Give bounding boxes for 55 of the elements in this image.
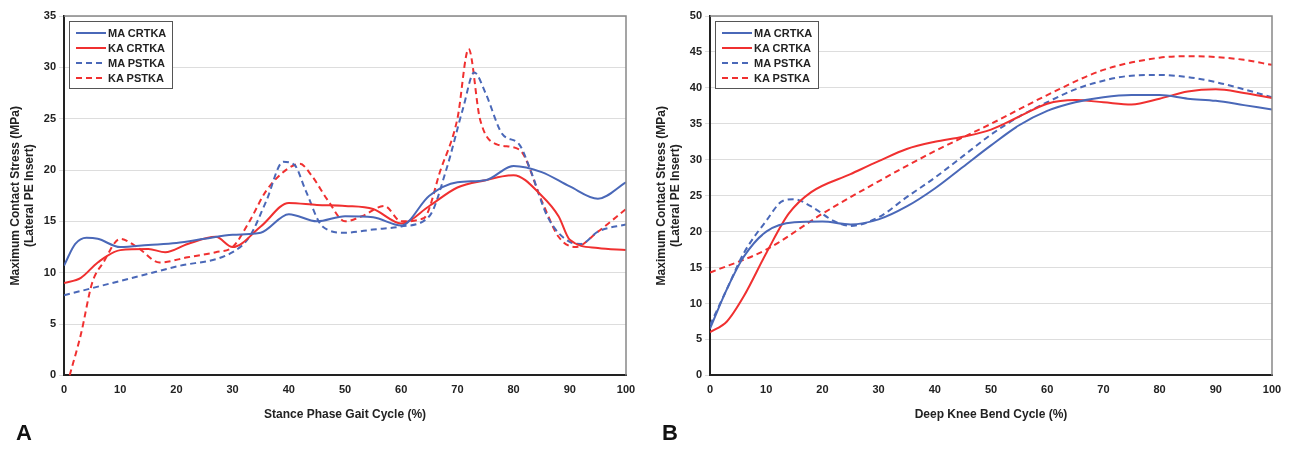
x-tick-label: 20: [170, 383, 183, 396]
y-tick-label: 10: [689, 296, 703, 309]
legend-label: MA PSTKA: [754, 56, 812, 69]
y-tick-label: 30: [689, 152, 703, 165]
x-tick-label: 30: [226, 383, 239, 396]
x-tick-label: 0: [706, 383, 714, 396]
x-axis-title: Stance Phase Gait Cycle (%): [263, 407, 427, 422]
legend-label: KA PSTKA: [754, 71, 810, 84]
legend-label: MA PSTKA: [108, 56, 166, 69]
x-tick-label: 70: [1097, 383, 1110, 396]
x-tick-label: 0: [60, 383, 68, 396]
y-tick-label: 10: [43, 265, 57, 278]
y-tick-label: 30: [43, 60, 57, 73]
y-axis-title: Maximum Contact Stress (MPa) (Lateral PE Insert): [7, 106, 36, 286]
legend-label: KA CRTKA: [754, 41, 812, 54]
x-tick-label: 40: [282, 383, 295, 396]
y-tick-label: 20: [689, 224, 703, 237]
x-tick-label: 30: [872, 383, 885, 396]
x-tick-label: 60: [395, 383, 408, 396]
y-tick-label: 5: [49, 317, 57, 330]
x-tick-label: 90: [563, 383, 576, 396]
y-tick-label: 15: [689, 260, 703, 273]
y-tick-label: 5: [695, 332, 703, 345]
x-tick-label: 100: [1262, 383, 1282, 396]
y-tick-label: 45: [689, 44, 703, 57]
y-tick-label: 35: [43, 9, 57, 22]
x-tick-label: 50: [984, 383, 998, 396]
x-tick-label: 10: [760, 383, 773, 396]
y-tick-label: 0: [695, 368, 703, 381]
y-tick-label: 25: [43, 111, 57, 124]
y-tick-label: 0: [49, 368, 57, 381]
legend-label: KA CRTKA: [108, 41, 166, 54]
y-tick-label: 40: [689, 80, 703, 93]
text: A: [16, 420, 32, 446]
x-tick-label: 60: [1041, 383, 1054, 396]
y-tick-label: 25: [689, 188, 703, 201]
x-tick-label: 10: [114, 383, 127, 396]
x-axis-title: Deep Knee Bend Cycle (%): [914, 407, 1068, 422]
x-tick-label: 50: [338, 383, 352, 396]
text: B: [662, 420, 678, 446]
y-tick-label: 35: [689, 116, 703, 129]
y-axis-title: Maximum Contact Stress (MPa) (Lateral PE Insert): [653, 106, 682, 286]
x-tick-label: 80: [507, 383, 520, 396]
legend-label: MA CRTKA: [754, 26, 813, 39]
x-tick-label: 80: [1153, 383, 1166, 396]
y-tick-label: 50: [689, 9, 703, 22]
y-tick-label: 20: [43, 163, 57, 176]
y-tick-label: 15: [43, 214, 57, 227]
x-tick-label: 100: [616, 383, 636, 396]
x-tick-label: 90: [1209, 383, 1222, 396]
x-tick-label: 40: [928, 383, 941, 396]
legend-label: MA CRTKA: [108, 26, 167, 39]
x-tick-label: 20: [816, 383, 829, 396]
x-tick-label: 70: [451, 383, 464, 396]
legend-label: KA PSTKA: [108, 71, 164, 84]
